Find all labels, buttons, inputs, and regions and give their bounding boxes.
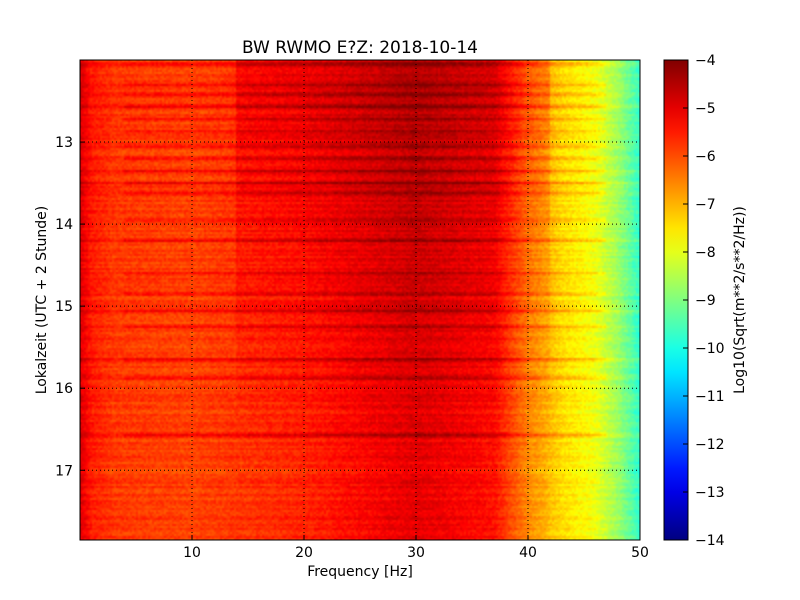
x-tick-label: 30 [407,545,425,561]
x-tick-label: 40 [519,545,537,561]
x-axis-ticks: 10 20 30 40 50 [183,535,649,561]
y-axis-ticks: 13 14 15 16 17 [55,135,85,479]
colorbar-tick-label: −5 [695,101,716,117]
heatmap-plot-area [80,60,640,540]
y-tick-label: 17 [55,463,73,479]
colorbar-tick-label: −6 [695,149,716,165]
colorbar-tick-label: −11 [695,389,725,405]
x-tick-label: 50 [631,545,649,561]
colorbar-tick-label: −12 [695,437,725,453]
x-tick-label: 10 [183,545,201,561]
colorbar-tick-label: −14 [695,533,725,549]
colorbar-tick-label: −13 [695,485,725,501]
y-tick-label: 14 [55,217,73,233]
colorbar-tick-label: −10 [695,341,725,357]
colorbar-tick-label: −9 [695,293,716,309]
colorbar-tick-label: −4 [695,53,716,69]
plot-frame [79,59,641,541]
y-tick-label: 13 [55,135,73,151]
heatmap-image [80,60,640,540]
x-tick-label: 20 [295,545,313,561]
y-tick-label: 16 [55,381,73,397]
y-tick-label: 15 [55,299,73,315]
colorbar-tick-label: −7 [695,197,716,213]
grid-lines [80,60,640,540]
x-axis-label: Frequency [Hz] [307,564,413,580]
colorbar-label: Log10(Sqrt(m**2/s**2/Hz)) [732,206,748,394]
colorbar: −4 −5 −6 −7 −8 −9 −10 −11 −12 −13 −14 [663,53,725,549]
y-axis-label: Lokalzeit (UTC + 2 Stunde) [34,206,50,395]
colorbar-tick-label: −8 [695,245,716,261]
chart-title: BW RWMO E?Z: 2018-10-14 [242,38,478,58]
